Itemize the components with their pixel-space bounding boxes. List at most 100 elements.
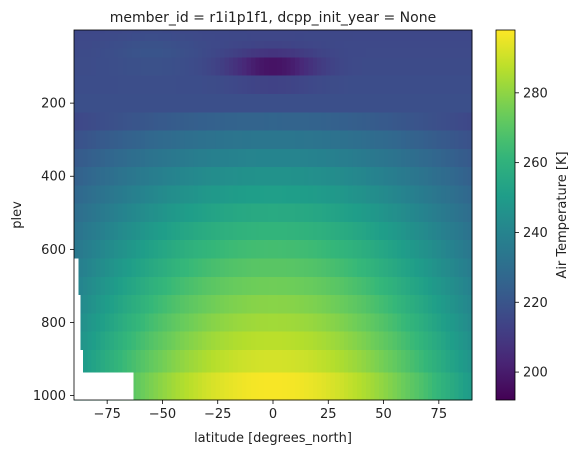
heatmap-cell bbox=[215, 93, 221, 113]
heatmap-cell bbox=[122, 40, 128, 49]
heatmap-cell bbox=[127, 40, 133, 49]
heatmap-cell bbox=[193, 295, 199, 314]
heatmap-cell bbox=[91, 48, 97, 59]
heatmap-cell bbox=[326, 185, 332, 205]
x-axis: −75 −50 −25 0 25 50 75 bbox=[93, 400, 447, 422]
heatmap-cell bbox=[458, 57, 464, 77]
heatmap-cell bbox=[379, 148, 385, 168]
heatmap-cell bbox=[131, 75, 137, 95]
heatmap-cell bbox=[131, 57, 137, 77]
heatmap-cell bbox=[197, 30, 203, 35]
heatmap-cell bbox=[78, 148, 84, 168]
heatmap-cell bbox=[277, 295, 283, 314]
heatmap-cell bbox=[445, 112, 451, 132]
heatmap-cell bbox=[131, 258, 137, 278]
heatmap-cell bbox=[441, 57, 447, 77]
heatmap-cell bbox=[175, 331, 181, 351]
heatmap-cell bbox=[339, 331, 345, 351]
heatmap-cell bbox=[467, 203, 473, 223]
heatmap-cell bbox=[348, 75, 354, 95]
heatmap-cell bbox=[197, 57, 203, 77]
heatmap-cell bbox=[180, 349, 186, 374]
heatmap-cell bbox=[414, 130, 420, 150]
heatmap-cell bbox=[321, 258, 327, 278]
heatmap-cell bbox=[237, 349, 243, 374]
heatmap-cell bbox=[250, 331, 256, 351]
heatmap-cell bbox=[370, 167, 376, 186]
heatmap-cell bbox=[423, 40, 429, 49]
heatmap-cell bbox=[312, 372, 318, 401]
heatmap-cell bbox=[175, 221, 181, 241]
heatmap-cell bbox=[392, 167, 398, 186]
heatmap-cell bbox=[295, 30, 301, 35]
heatmap-cell bbox=[211, 313, 217, 333]
heatmap-cell bbox=[206, 349, 212, 374]
heatmap-cell bbox=[197, 276, 203, 296]
heatmap-cell bbox=[295, 93, 301, 113]
heatmap-cell bbox=[140, 112, 146, 132]
heatmap-cell bbox=[286, 33, 292, 42]
heatmap-cell bbox=[427, 349, 433, 374]
heatmap-cell bbox=[153, 48, 159, 59]
heatmap-cell bbox=[299, 112, 305, 132]
heatmap-cell bbox=[352, 93, 358, 113]
heatmap-cell bbox=[427, 93, 433, 113]
heatmap-cell bbox=[286, 185, 292, 205]
heatmap-cell bbox=[175, 372, 181, 401]
heatmap-cell bbox=[392, 349, 398, 374]
heatmap-cell bbox=[268, 30, 274, 35]
heatmap-cell bbox=[273, 112, 279, 132]
heatmap-cell bbox=[343, 221, 349, 241]
heatmap-cell bbox=[149, 33, 155, 42]
heatmap-cell bbox=[326, 221, 332, 241]
heatmap-cell bbox=[432, 372, 438, 401]
heatmap-cell bbox=[166, 48, 172, 59]
heatmap-cell bbox=[242, 276, 248, 296]
heatmap-cell bbox=[100, 185, 106, 205]
heatmap-cell bbox=[463, 258, 469, 278]
heatmap-cell bbox=[326, 30, 332, 35]
heatmap-cell bbox=[193, 185, 199, 205]
heatmap-cell bbox=[334, 40, 340, 49]
heatmap-cell bbox=[193, 57, 199, 77]
heatmap-cell bbox=[445, 167, 451, 186]
heatmap-cell bbox=[418, 240, 424, 260]
heatmap-cell bbox=[246, 372, 252, 401]
heatmap-cell bbox=[295, 258, 301, 278]
heatmap-cell bbox=[113, 313, 119, 333]
heatmap-cell bbox=[449, 258, 455, 278]
heatmap-cell bbox=[445, 33, 451, 42]
heatmap-cell bbox=[405, 258, 411, 278]
heatmap-cell bbox=[458, 258, 464, 278]
heatmap-cell bbox=[334, 93, 340, 113]
heatmap-cell bbox=[436, 130, 442, 150]
heatmap-cell bbox=[427, 240, 433, 260]
heatmap-cell bbox=[436, 48, 442, 59]
heatmap-cell bbox=[175, 57, 181, 77]
heatmap-cell bbox=[188, 276, 194, 296]
heatmap-cell bbox=[74, 240, 80, 260]
heatmap-cell bbox=[458, 185, 464, 205]
heatmap-cell bbox=[184, 240, 190, 260]
heatmap-cell bbox=[414, 331, 420, 351]
heatmap-cell bbox=[401, 349, 407, 374]
heatmap-cell bbox=[228, 40, 234, 49]
heatmap-cell bbox=[78, 240, 84, 260]
heatmap-cell bbox=[277, 48, 283, 59]
heatmap-cell bbox=[343, 33, 349, 42]
y-tick-label: 600 bbox=[41, 243, 66, 258]
heatmap-cell bbox=[100, 258, 106, 278]
heatmap-cell bbox=[330, 33, 336, 42]
heatmap-cell bbox=[326, 112, 332, 132]
heatmap-cell bbox=[153, 75, 159, 95]
heatmap-cell bbox=[162, 349, 168, 374]
heatmap-cell bbox=[242, 331, 248, 351]
heatmap-cell bbox=[326, 258, 332, 278]
heatmap-cell bbox=[78, 57, 84, 77]
heatmap-cell bbox=[259, 276, 265, 296]
heatmap-cell bbox=[463, 240, 469, 260]
heatmap-cell bbox=[268, 331, 274, 351]
heatmap-cell bbox=[467, 148, 473, 168]
heatmap-cell bbox=[237, 313, 243, 333]
heatmap-cell bbox=[149, 349, 155, 374]
